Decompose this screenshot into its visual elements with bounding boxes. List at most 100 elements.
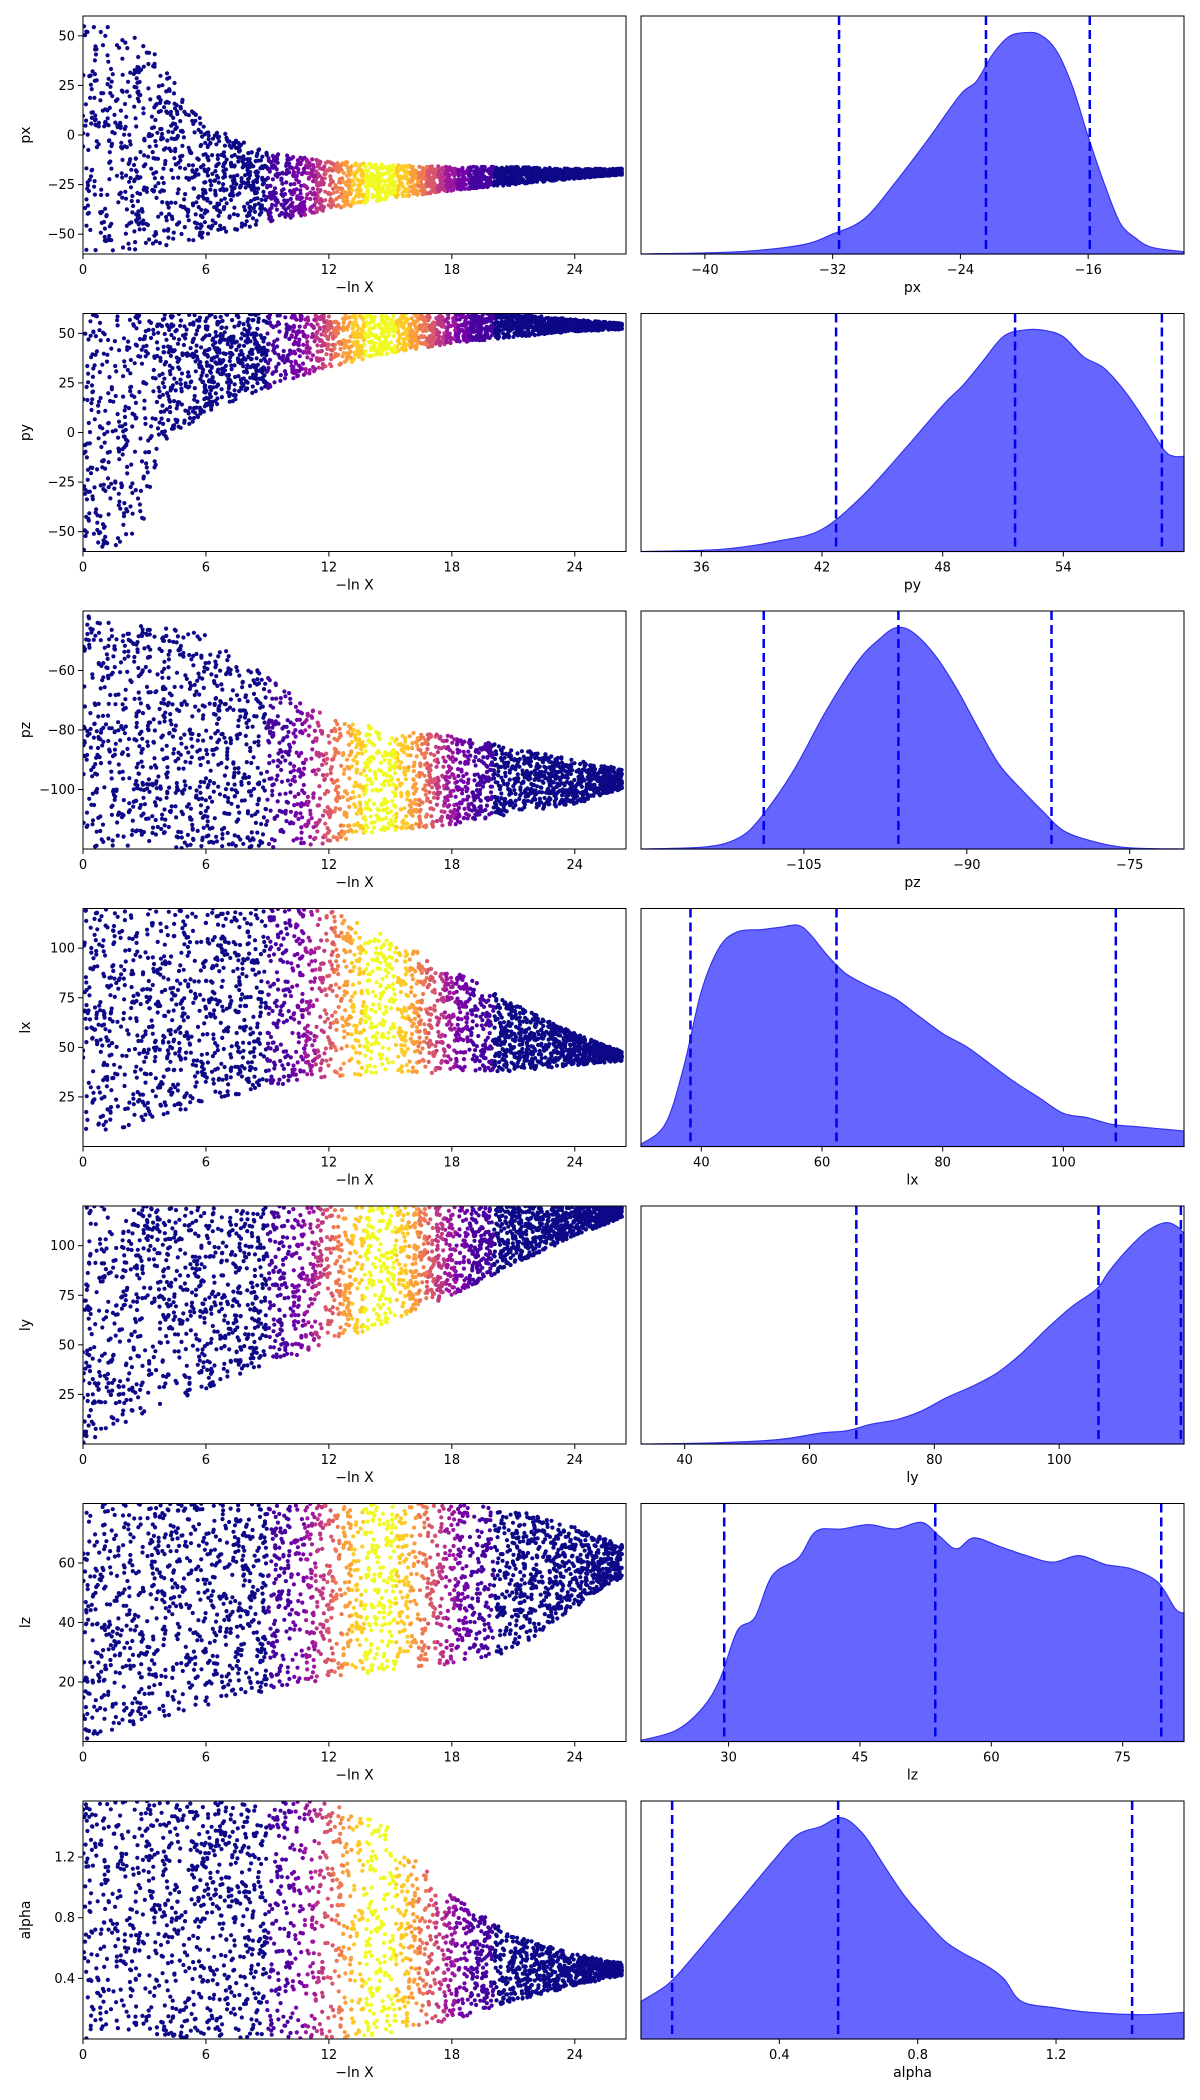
sample-point [167,363,172,368]
trace-xtick-label: 12 [321,263,338,278]
sample-point [422,334,427,339]
sample-point [86,371,91,376]
sample-point [120,38,125,43]
sample-point [90,390,95,395]
sample-point [250,216,256,221]
sample-point [99,91,104,96]
sample-point [282,376,288,381]
sample-point [187,374,192,379]
sample-point [86,147,91,153]
sample-point [362,331,368,336]
sample-point [310,157,315,162]
sample-point [128,389,133,394]
sample-point [139,220,144,225]
sample-point [228,355,233,360]
sample-point [178,119,183,124]
sample-point [421,183,426,188]
sample-point [143,421,148,426]
sample-point [522,325,527,330]
sample-point [182,418,187,423]
sample-point [191,415,197,421]
sample-point [232,382,237,387]
sample-point [92,417,97,422]
sample-point [92,95,97,100]
sample-point [133,488,138,493]
sample-point [174,103,179,108]
sample-point [187,416,193,421]
sample-point [432,172,437,177]
sample-point [314,209,319,214]
sample-point [124,89,130,94]
sample-point [346,169,351,174]
sample-point [316,365,321,370]
sample-point [391,326,396,331]
sample-point [213,391,218,396]
sample-point [104,359,110,364]
sample-point [480,316,485,322]
sample-point [546,316,551,321]
sample-point [135,496,141,501]
sample-point [110,93,115,99]
sample-point [254,368,259,373]
sample-point [164,214,169,220]
sample-point [427,344,433,349]
sample-point [379,196,384,201]
sample-point [105,541,110,546]
sample-point [501,180,506,185]
sample-point [87,74,92,79]
sample-point [160,429,165,435]
sample-point [289,359,294,365]
sample-point [480,313,485,317]
sample-point [143,349,148,354]
sample-point [353,320,358,325]
sample-point [275,344,280,349]
sample-point [205,173,210,178]
sample-point [201,335,207,340]
sample-point [375,168,380,174]
sample-point [84,166,89,171]
trace-xlabel: −ln X [335,280,374,296]
sample-point [248,208,253,213]
sample-point [331,190,336,195]
sample-point [334,168,339,173]
sample-point [111,399,116,404]
sample-point [105,352,110,357]
sample-point [219,395,224,400]
sample-point [268,183,273,188]
sample-point [118,506,123,511]
sample-point [123,231,128,236]
sample-point [224,135,229,140]
sample-point [176,160,181,165]
sample-point [158,358,163,363]
sample-point [429,164,434,169]
sample-point [188,150,193,155]
sample-point [328,174,333,179]
sample-point [118,124,123,129]
sample-point [116,503,121,508]
sample-point [199,207,204,212]
sample-point [109,238,114,243]
sample-point [144,465,149,470]
sample-point [169,322,174,327]
sample-point [435,331,440,336]
sample-point [90,110,95,115]
sample-point [191,336,196,341]
sample-point [88,227,93,233]
sample-point [318,201,323,206]
sample-point [237,320,242,325]
sample-point [330,200,335,205]
sample-point [94,349,99,354]
sample-point [128,504,133,509]
sample-point [259,386,264,391]
sample-point [187,405,193,410]
sample-point [117,457,122,462]
sample-point [262,193,267,198]
sample-point [349,164,354,169]
sample-point [124,223,129,228]
sample-point [315,357,320,362]
sample-point [392,186,397,191]
sample-point [361,192,366,198]
sample-point [153,184,158,189]
